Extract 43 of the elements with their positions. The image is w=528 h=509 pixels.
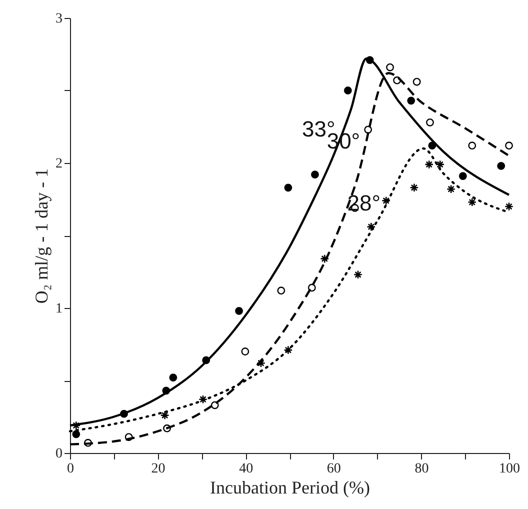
series-label: 28°: [347, 190, 381, 216]
x-tick-label: 60: [326, 462, 341, 476]
point: [410, 183, 419, 192]
point: [446, 184, 456, 194]
y-tick-label: 2: [56, 156, 62, 172]
y-tick-label: 3: [56, 12, 62, 26]
x-tick-label: 100: [499, 462, 520, 476]
point: [382, 196, 391, 206]
point: [353, 270, 363, 280]
y-tick-label: 0: [56, 446, 62, 462]
point: [366, 222, 376, 232]
point: [277, 286, 286, 295]
point: [468, 198, 477, 207]
y-axis-title: O₂ ml/g - 1 day - 1: [32, 168, 52, 304]
x-axis-title: Incubation Period (%): [210, 478, 370, 498]
point: [241, 348, 250, 356]
point: [160, 410, 170, 420]
point: [412, 78, 421, 86]
point: [386, 63, 394, 72]
point: [407, 96, 416, 105]
point: [344, 86, 352, 94]
x-tick-label: 20: [151, 462, 166, 476]
point: [235, 306, 243, 315]
point: [436, 160, 445, 169]
x-tick-label: 0: [67, 462, 74, 476]
point: [72, 430, 80, 438]
y-tick-label: 1: [56, 302, 62, 316]
point: [505, 142, 513, 150]
point: [458, 172, 467, 180]
x-tick-label: 40: [239, 462, 254, 476]
point: [284, 346, 293, 355]
point: [424, 160, 434, 169]
point: [504, 202, 514, 212]
point: [311, 170, 319, 179]
point: [468, 142, 476, 150]
point: [169, 374, 178, 382]
x-tick-label: 80: [414, 462, 429, 476]
point: [198, 394, 208, 404]
point: [497, 162, 506, 170]
point: [256, 358, 266, 368]
point: [284, 184, 292, 192]
point: [426, 118, 434, 126]
point: [320, 254, 330, 264]
